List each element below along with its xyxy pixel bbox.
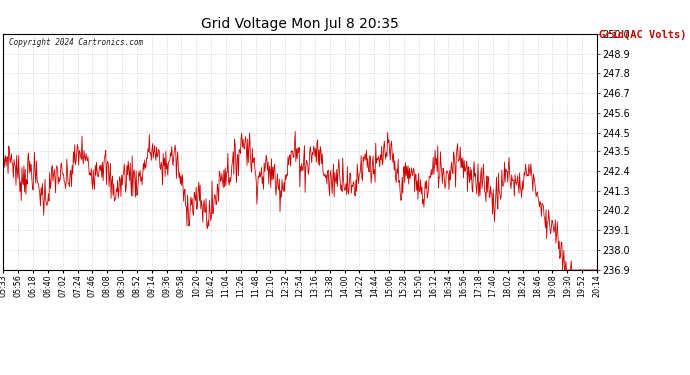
Text: Grid(AC Volts): Grid(AC Volts)	[599, 30, 687, 40]
Title: Grid Voltage Mon Jul 8 20:35: Grid Voltage Mon Jul 8 20:35	[201, 17, 399, 31]
Text: Copyright 2024 Cartronics.com: Copyright 2024 Cartronics.com	[10, 39, 144, 48]
